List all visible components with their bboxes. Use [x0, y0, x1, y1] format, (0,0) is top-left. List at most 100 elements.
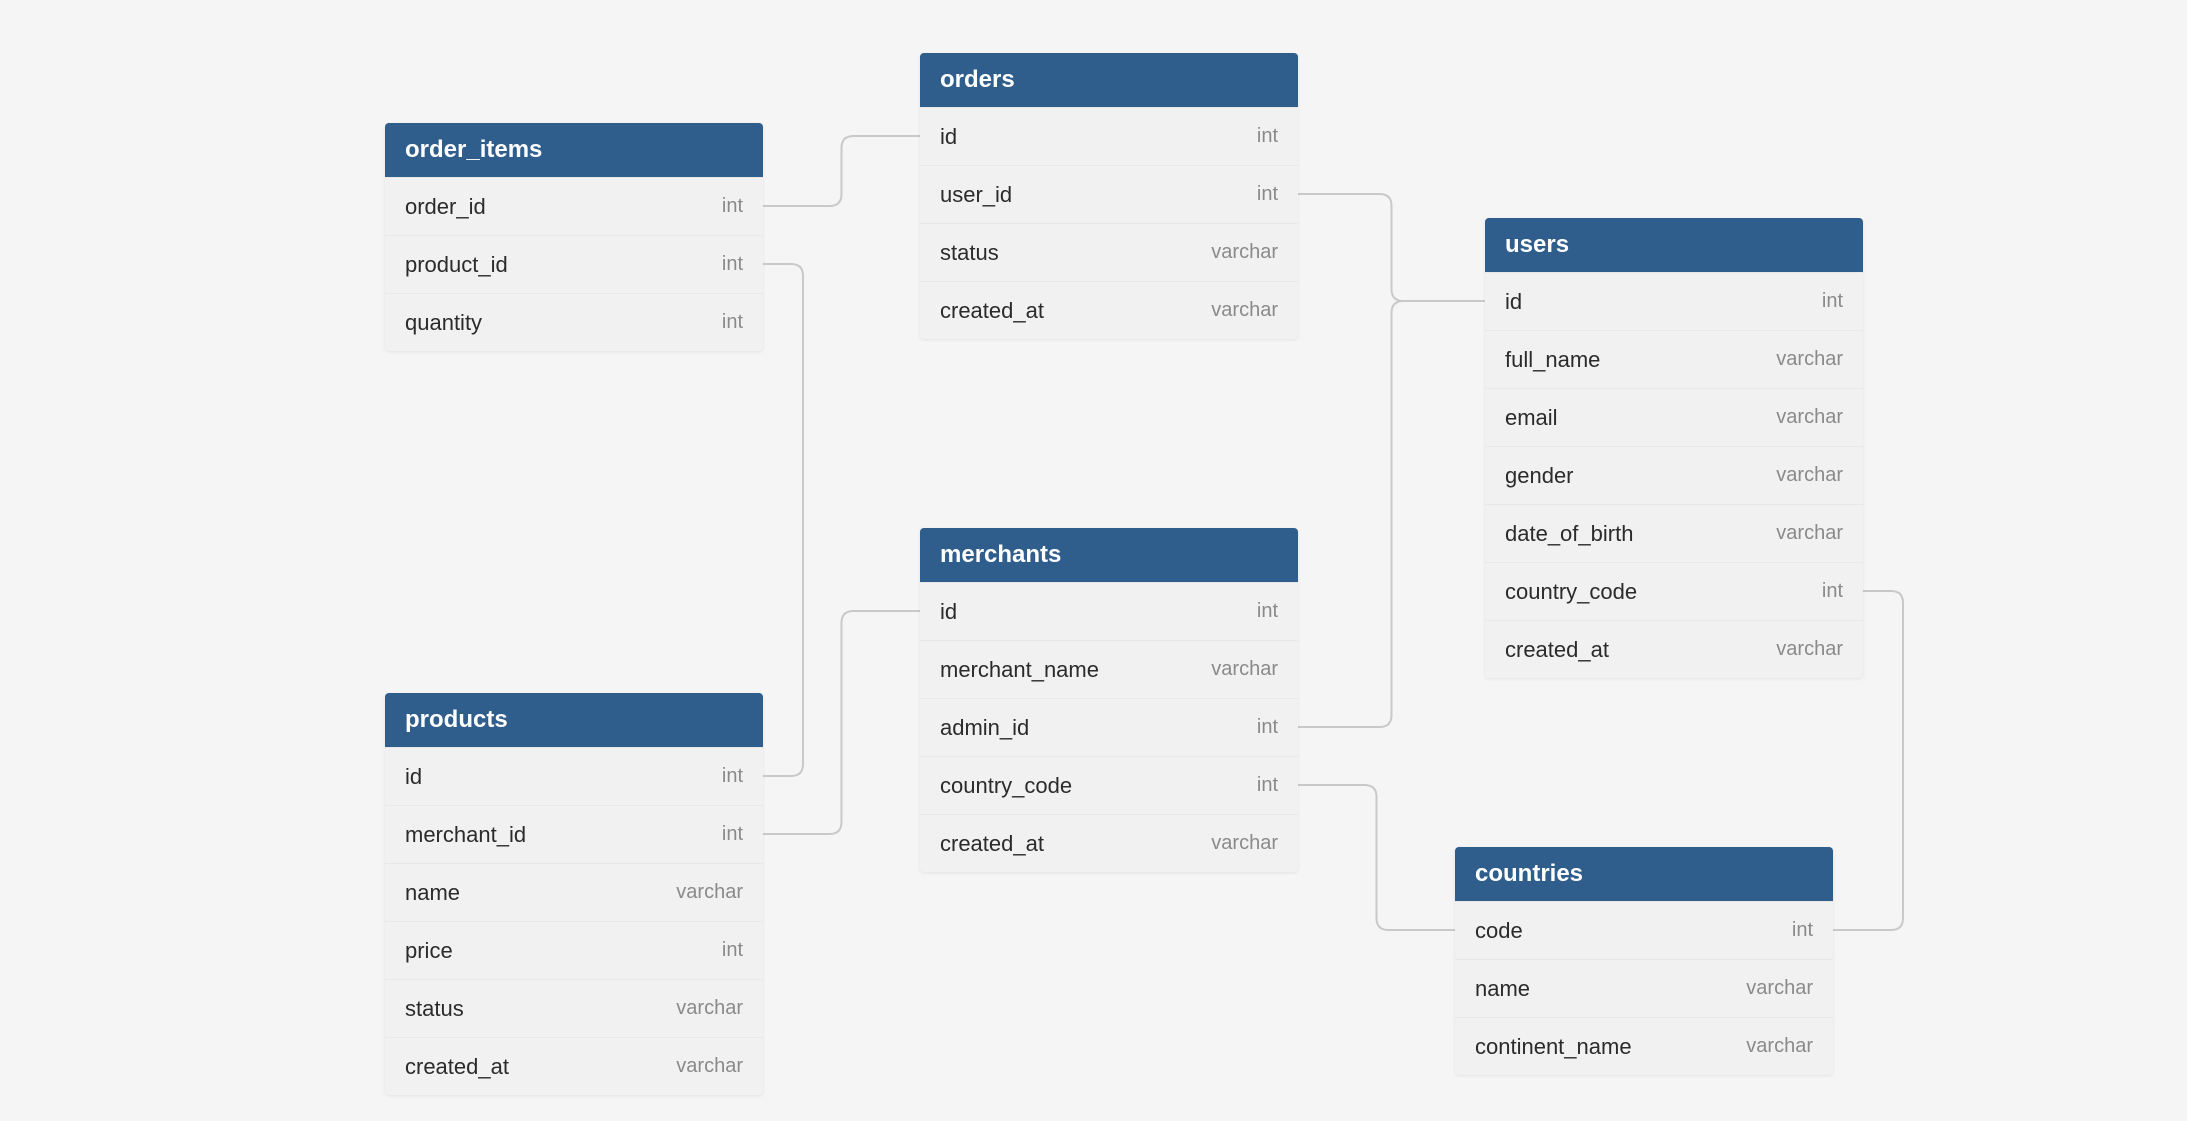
column-type: varchar: [1211, 832, 1278, 855]
column-type: varchar: [1211, 241, 1278, 264]
column-name: id: [940, 124, 957, 150]
table-row[interactable]: full_name varchar: [1485, 330, 1863, 388]
column-type: varchar: [1776, 522, 1843, 545]
column-name: order_id: [405, 194, 486, 220]
edge: [763, 611, 920, 834]
column-type: varchar: [1211, 299, 1278, 322]
column-name: merchant_name: [940, 657, 1099, 683]
table-row[interactable]: code int: [1455, 901, 1833, 959]
column-type: int: [722, 195, 743, 218]
column-type: int: [1822, 290, 1843, 313]
table-header: products: [385, 693, 763, 747]
column-type: int: [1257, 600, 1278, 623]
table-header: merchants: [920, 528, 1298, 582]
table-row[interactable]: created_at varchar: [920, 281, 1298, 339]
column-name: id: [405, 764, 422, 790]
column-name: user_id: [940, 182, 1012, 208]
table-row[interactable]: id int: [1485, 272, 1863, 330]
table-users[interactable]: usersidintfull_namevarcharemailvarcharge…: [1485, 218, 1863, 678]
table-row[interactable]: id int: [920, 107, 1298, 165]
table-row[interactable]: name varchar: [385, 863, 763, 921]
table-row[interactable]: created_at varchar: [385, 1037, 763, 1095]
table-row[interactable]: user_id int: [920, 165, 1298, 223]
table-row[interactable]: name varchar: [1455, 959, 1833, 1017]
column-type: varchar: [1776, 348, 1843, 371]
column-name: status: [940, 240, 999, 266]
table-row[interactable]: id int: [385, 747, 763, 805]
table-row[interactable]: date_of_birth varchar: [1485, 504, 1863, 562]
table-merchants[interactable]: merchantsidintmerchant_namevarcharadmin_…: [920, 528, 1298, 872]
column-type: int: [722, 765, 743, 788]
table-row[interactable]: created_at varchar: [1485, 620, 1863, 678]
column-name: name: [1475, 976, 1530, 1002]
column-type: varchar: [1211, 658, 1278, 681]
table-row[interactable]: created_at varchar: [920, 814, 1298, 872]
edge: [1298, 301, 1485, 727]
table-row[interactable]: quantity int: [385, 293, 763, 351]
edge: [1298, 785, 1455, 930]
table-row[interactable]: status varchar: [920, 223, 1298, 281]
table-header: orders: [920, 53, 1298, 107]
table-row[interactable]: merchant_name varchar: [920, 640, 1298, 698]
column-type: int: [722, 311, 743, 334]
table-header: users: [1485, 218, 1863, 272]
table-row[interactable]: order_id int: [385, 177, 763, 235]
column-name: continent_name: [1475, 1034, 1632, 1060]
column-type: varchar: [676, 1055, 743, 1078]
table-products[interactable]: productsidintmerchant_idintnamevarcharpr…: [385, 693, 763, 1095]
column-name: id: [940, 599, 957, 625]
column-name: email: [1505, 405, 1558, 431]
table-row[interactable]: country_code int: [1485, 562, 1863, 620]
table-row[interactable]: id int: [920, 582, 1298, 640]
edge: [1298, 194, 1485, 301]
column-type: varchar: [1776, 406, 1843, 429]
column-type: varchar: [676, 881, 743, 904]
table-row[interactable]: email varchar: [1485, 388, 1863, 446]
table-countries[interactable]: countries code int name varchar continent_nam…: [1455, 847, 1833, 1075]
table-row[interactable]: gender varchar: [1485, 446, 1863, 504]
column-type: varchar: [1776, 638, 1843, 661]
column-name: full_name: [1505, 347, 1600, 373]
erd-canvas: order_itemsorder_idintproduct_idintquant…: [0, 0, 2187, 1121]
column-name: code: [1475, 918, 1523, 944]
table-row[interactable]: continent_namevarchar: [1455, 1017, 1833, 1075]
column-name: id: [1505, 289, 1522, 315]
column-type: int: [1257, 125, 1278, 148]
column-name: created_at: [405, 1054, 509, 1080]
column-name: date_of_birth: [1505, 521, 1633, 547]
column-name: status: [405, 996, 464, 1022]
column-name: country_code: [1505, 579, 1637, 605]
column-type: int: [1257, 774, 1278, 797]
column-name: merchant_id: [405, 822, 526, 848]
column-name: country_code: [940, 773, 1072, 799]
column-type: varchar: [1776, 464, 1843, 487]
column-name: created_at: [940, 298, 1044, 324]
table-row[interactable]: product_id int: [385, 235, 763, 293]
column-name: created_at: [940, 831, 1044, 857]
table-row[interactable]: price int: [385, 921, 763, 979]
column-name: created_at: [1505, 637, 1609, 663]
table-row[interactable]: status varchar: [385, 979, 763, 1037]
column-type: int: [1792, 919, 1813, 942]
table-row[interactable]: country_code int: [920, 756, 1298, 814]
column-type: int: [1822, 580, 1843, 603]
edge: [763, 264, 803, 776]
column-type: varchar: [1746, 977, 1813, 1000]
column-name: admin_id: [940, 715, 1029, 741]
column-type: varchar: [676, 997, 743, 1020]
table-header: order_items: [385, 123, 763, 177]
table-header: countries: [1455, 847, 1833, 901]
table-row[interactable]: admin_idint: [920, 698, 1298, 756]
column-name: quantity: [405, 310, 482, 336]
column-type: int: [1257, 183, 1278, 206]
column-name: gender: [1505, 463, 1574, 489]
column-type: int: [722, 939, 743, 962]
table-row[interactable]: merchant_id int: [385, 805, 763, 863]
column-name: product_id: [405, 252, 508, 278]
table-order_items[interactable]: order_itemsorder_idintproduct_idintquant…: [385, 123, 763, 351]
column-type: int: [722, 823, 743, 846]
column-type: int: [722, 253, 743, 276]
column-name: price: [405, 938, 453, 964]
table-orders[interactable]: ordersidintuser_idintstatusvarcharcreate…: [920, 53, 1298, 339]
column-name: name: [405, 880, 460, 906]
